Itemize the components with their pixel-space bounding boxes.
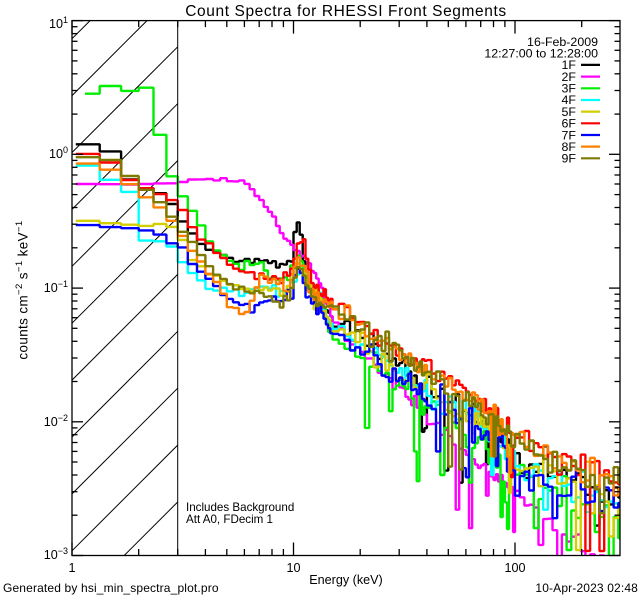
svg-text:100: 100 [504,561,525,575]
svg-text:5F: 5F [562,105,577,119]
svg-text:7F: 7F [562,128,577,142]
svg-text:Count Spectra for RHESSI Front: Count Spectra for RHESSI Front Segments [185,3,506,20]
svg-text:3F: 3F [562,82,577,96]
svg-text:1F: 1F [562,58,577,72]
svg-text:Generated by hsi_min_spectra_p: Generated by hsi_min_spectra_plot.pro [3,581,219,595]
svg-text:Energy (keV): Energy (keV) [309,573,383,587]
svg-text:counts cm−2 s−1 keV−1: counts cm−2 s−1 keV−1 [14,220,31,359]
svg-text:Att A0, FDecim 1: Att A0, FDecim 1 [186,513,273,526]
svg-text:2F: 2F [562,70,577,84]
svg-text:10: 10 [286,561,300,575]
svg-text:8F: 8F [562,140,577,154]
svg-text:10-Apr-2023 02:48: 10-Apr-2023 02:48 [535,581,638,595]
svg-text:6F: 6F [562,117,577,131]
svg-text:Includes Background: Includes Background [186,501,294,514]
svg-text:12:27:00 to 12:28:00: 12:27:00 to 12:28:00 [484,47,598,61]
svg-text:9F: 9F [562,152,577,166]
svg-text:1: 1 [68,561,75,575]
svg-text:16-Feb-2009: 16-Feb-2009 [527,35,598,49]
svg-text:4F: 4F [562,93,577,107]
